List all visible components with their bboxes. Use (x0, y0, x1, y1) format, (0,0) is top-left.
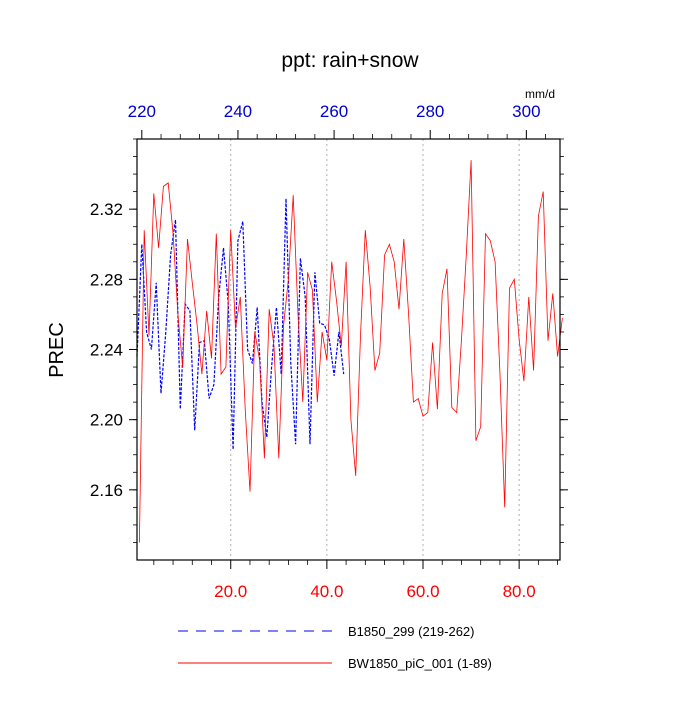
x-tick-label: 40.0 (310, 582, 343, 601)
x-tick-label: 80.0 (503, 582, 536, 601)
top-tick-label: 260 (320, 102, 348, 121)
x-tick-label: 20.0 (214, 582, 247, 601)
top-tick-label: 220 (128, 102, 156, 121)
top-tick-label: 240 (224, 102, 252, 121)
axes: 2.16 2.20 2.24 2.28 2.32 20.0 40.0 60.0 80.0 220 2… (90, 102, 568, 601)
y-tick-label: 2.32 (90, 200, 123, 219)
y-tick-label: 2.24 (90, 341, 123, 360)
top-tick-label: 300 (512, 102, 540, 121)
legend-label: BW1850_piC_001 (1-89) (348, 656, 492, 671)
legend: B1850_299 (219-262) BW1850_piC_001 (1-89) (178, 624, 492, 671)
top-axis-units: mm/d (525, 87, 555, 101)
legend-label: B1850_299 (219-262) (348, 624, 475, 639)
x-tick-label: 60.0 (406, 582, 439, 601)
series-lines (136, 160, 563, 543)
top-tick-label: 280 (416, 102, 444, 121)
grid-lines (230, 139, 520, 560)
y-tick-label: 2.16 (90, 481, 123, 500)
y-tick-label: 2.28 (90, 270, 123, 289)
y-tick-label: 2.20 (90, 411, 123, 430)
series-line (139, 160, 563, 543)
y-axis-label: PREC (46, 322, 68, 378)
chart-title: ppt: rain+snow (281, 49, 419, 72)
series-line (136, 198, 345, 450)
